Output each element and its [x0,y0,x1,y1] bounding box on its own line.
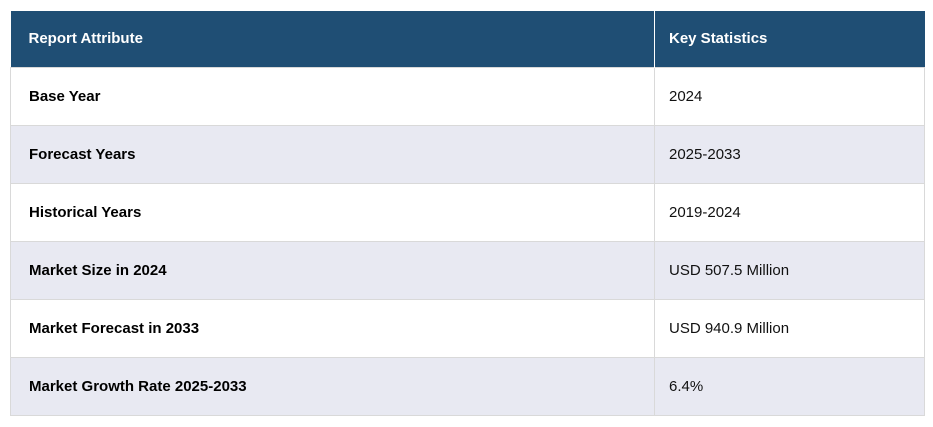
value-forecast-years: 2025-2033 [654,124,925,184]
table-row: Historical Years 2019-2024 [10,182,925,242]
value-base-year: 2024 [654,66,925,126]
value-historical-years: 2019-2024 [654,182,925,242]
value-market-forecast-2033: USD 940.9 Million [654,298,925,358]
table-row: Market Growth Rate 2025-2033 6.4% [10,356,925,416]
attribute-market-growth-rate: Market Growth Rate 2025-2033 [10,356,655,416]
table-header-row: Report Attribute Key Statistics [10,11,925,67]
value-market-size-2024: USD 507.5 Million [654,240,925,300]
attribute-market-forecast-2033: Market Forecast in 2033 [10,298,655,358]
value-market-growth-rate: 6.4% [654,356,925,416]
table-row: Market Size in 2024 USD 507.5 Million [10,240,925,300]
attribute-base-year: Base Year [10,66,655,126]
column-header-key-statistics: Key Statistics [654,11,925,67]
table-row: Market Forecast in 2033 USD 940.9 Millio… [10,298,925,358]
attribute-historical-years: Historical Years [10,182,655,242]
attribute-market-size-2024: Market Size in 2024 [10,240,655,300]
column-header-report-attribute: Report Attribute [10,11,655,67]
table-row: Forecast Years 2025-2033 [10,124,925,184]
report-statistics-table-container: Report Attribute Key Statistics Base Yea… [10,11,925,416]
attribute-forecast-years: Forecast Years [10,124,655,184]
table-row: Base Year 2024 [10,66,925,126]
report-statistics-table: Report Attribute Key Statistics Base Yea… [10,11,925,416]
